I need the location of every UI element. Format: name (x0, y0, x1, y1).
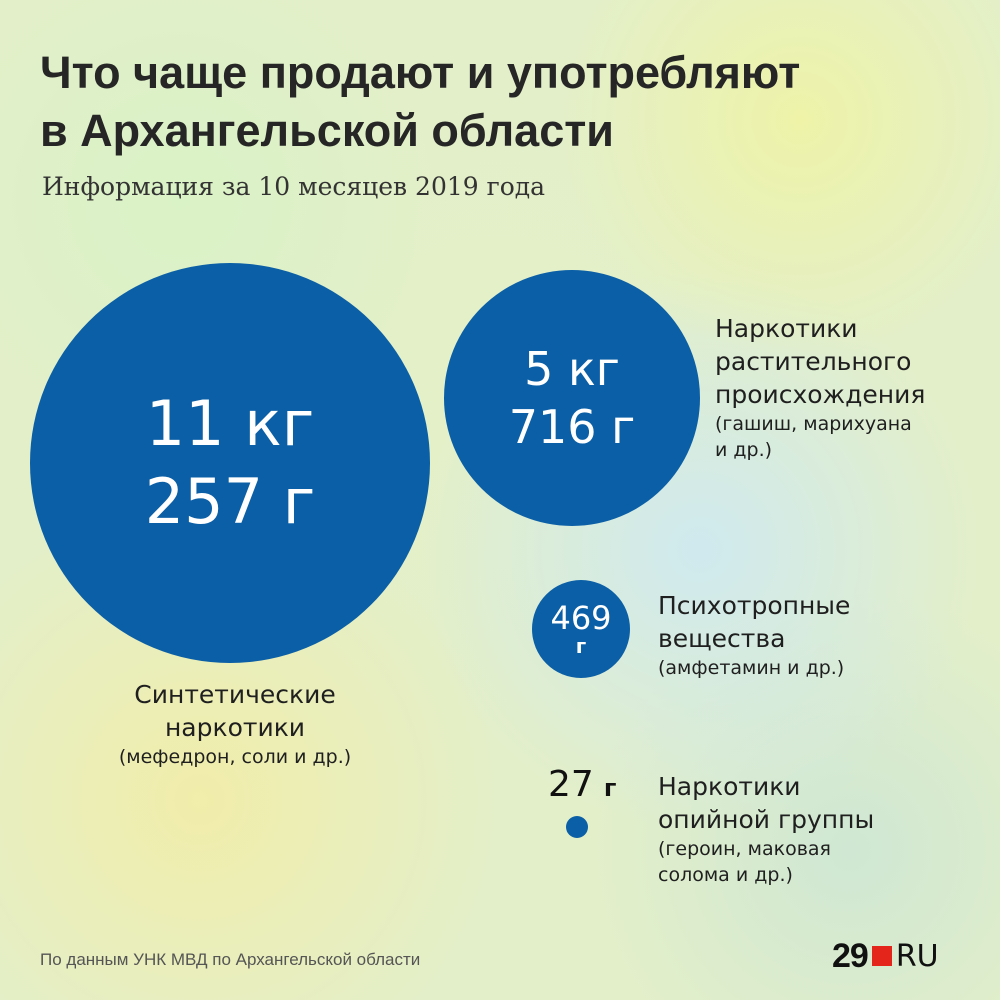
label-opium-line1: Наркотики (658, 772, 801, 801)
bubble-synthetic-value-kg: 11 кг (145, 387, 315, 460)
source-note: По данным УНК МВД по Архангельской облас… (40, 950, 421, 969)
label-plant-note1: (гашиш, марихуана (715, 413, 912, 435)
bubble-psycho-unit: г (575, 634, 587, 658)
label-opium-line2: опийной группы (658, 805, 875, 834)
label-plant-line1: Наркотики (715, 314, 858, 343)
label-plant-note2: и др.) (715, 439, 773, 461)
logo-suffix: RU (895, 938, 939, 974)
label-plant: Наркотики растительного происхождения (г… (715, 312, 985, 463)
label-psycho-line2: вещества (658, 624, 786, 653)
label-opium-note2: солома и др.) (658, 864, 793, 886)
subtitle: Информация за 10 месяцев 2019 года (42, 172, 546, 201)
bubble-plant-value-kg: 5 кг (524, 342, 620, 396)
red-square-icon (871, 946, 892, 966)
bubble-opium (566, 816, 588, 838)
bubble-plant: 5 кг 716 г (444, 270, 700, 526)
label-psycho: Психотропные вещества (амфетамин и др.) (658, 589, 978, 681)
label-synthetic: Синтетические наркотики (мефедрон, соли … (40, 678, 430, 770)
label-synthetic-note: (мефедрон, соли и др.) (118, 746, 352, 768)
label-synthetic-line2: наркотики (164, 713, 306, 742)
opium-value-label: 27 г (548, 764, 616, 805)
label-psycho-note: (амфетамин и др.) (658, 657, 845, 679)
site-logo[interactable]: 29 RU (832, 936, 939, 975)
bubble-psycho-value: 469 (550, 599, 612, 637)
opium-unit: г (603, 774, 617, 802)
title-line-1: Что чаще продают и употребляют (40, 47, 801, 98)
bubble-plant-value-g: 716 г (508, 400, 636, 454)
label-plant-line3: происхождения (715, 380, 926, 409)
bubble-psycho: 469 г (532, 580, 630, 678)
logo-number: 29 (832, 936, 869, 975)
label-opium: Наркотики опийной группы (героин, макова… (658, 770, 978, 888)
opium-value: 27 (548, 764, 594, 805)
bubble-synthetic: 11 кг 257 г (30, 263, 430, 663)
label-synthetic-line1: Синтетические (134, 680, 336, 709)
title-line-2: в Архангельской области (40, 105, 614, 156)
label-opium-note1: (героин, маковая (658, 838, 831, 860)
page-title: Что чаще продают и употребляют в Арханге… (40, 44, 960, 160)
bubble-synthetic-value-g: 257 г (144, 465, 316, 538)
label-psycho-line1: Психотропные (658, 591, 851, 620)
label-plant-line2: растительного (715, 347, 912, 376)
